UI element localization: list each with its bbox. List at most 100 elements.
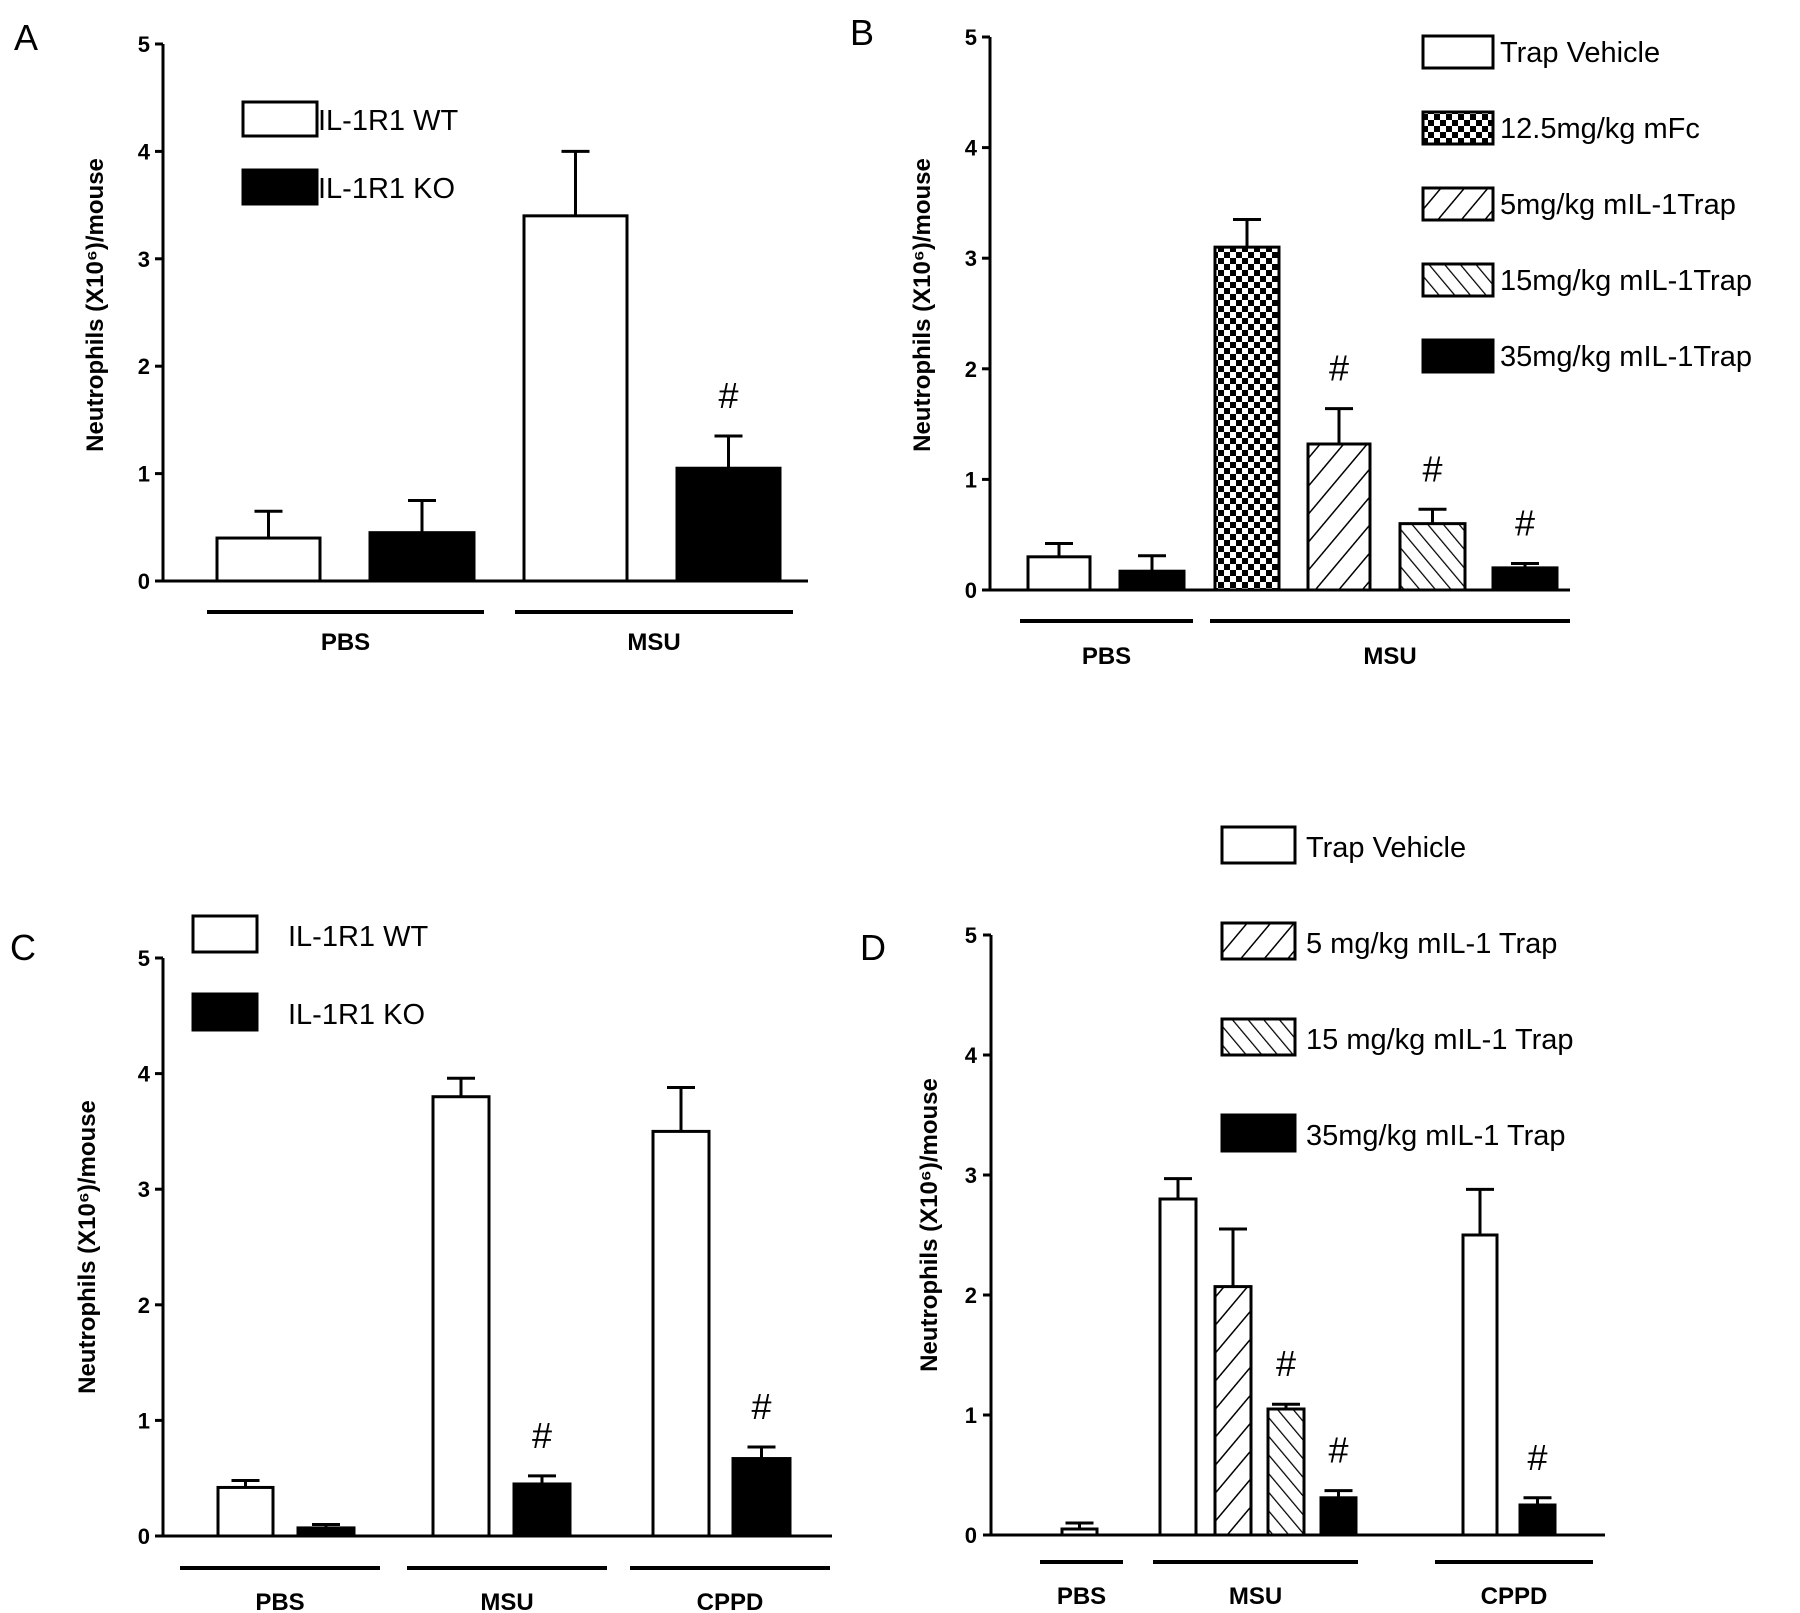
group-label: PBS	[1082, 643, 1131, 670]
bar	[215, 536, 322, 583]
bar	[1026, 555, 1092, 592]
chart-panel-d: 0 1 2 3 4 5 Neutrophils (X10⁶)/mouse # # # PBS MSU C…	[916, 825, 1605, 1610]
significance-marker: #	[1329, 348, 1349, 389]
bar	[216, 1485, 275, 1538]
group-label: CPPD	[1481, 1583, 1548, 1610]
group-label: MSU	[480, 1589, 533, 1613]
bar	[522, 214, 629, 583]
bar	[1060, 1527, 1099, 1537]
bar	[1158, 1197, 1198, 1537]
bar	[1306, 442, 1372, 592]
legend-swatch	[191, 992, 259, 1032]
y-tick-label: 2	[138, 1293, 150, 1318]
legend-swatch	[1220, 1017, 1297, 1057]
legend-swatch	[241, 100, 319, 138]
y-tick-label: 4	[138, 139, 151, 164]
legend-label: 12.5mg/kg mFc	[1500, 113, 1700, 145]
y-axis-label: Neutrophils (X10⁶)/mouse	[74, 1100, 101, 1394]
y-tick-label: 5	[138, 946, 150, 971]
panel-letter-b: B	[850, 12, 874, 53]
legend-swatch	[1220, 825, 1297, 865]
legend-swatch	[1220, 1113, 1297, 1153]
y-axis-label: Neutrophils (X10⁶)/mouse	[82, 158, 109, 452]
chart-panel-c: 0 1 2 3 4 5 Neutrophils (X10⁶)/mouse # # PBS MSU CP…	[74, 914, 832, 1613]
y-tick-label: 2	[138, 354, 150, 379]
y-tick-label: 2	[965, 1283, 977, 1308]
y-tick-label: 3	[138, 247, 150, 272]
bar	[675, 466, 782, 583]
y-tick-label: 4	[138, 1062, 151, 1087]
y-tick-label: 0	[138, 1524, 150, 1549]
legend-swatch	[1421, 338, 1495, 374]
legend-label: IL-1R1 WT	[288, 921, 428, 953]
group-label: MSU	[1229, 1583, 1282, 1610]
y-tick-label: 3	[965, 246, 977, 271]
legend-label: 5mg/kg mIL-1Trap	[1500, 189, 1736, 221]
y-tick-label: 0	[965, 1523, 977, 1548]
significance-marker: #	[532, 1415, 552, 1456]
y-tick-label: 1	[965, 1403, 977, 1428]
group-label: MSU	[1363, 643, 1416, 670]
legend-swatch	[241, 168, 319, 206]
y-tick-label: 4	[965, 1043, 978, 1068]
group-label: MSU	[627, 629, 680, 656]
legend-label: Trap Vehicle	[1306, 832, 1466, 864]
bar	[651, 1129, 711, 1538]
legend-label: Trap Vehicle	[1500, 37, 1660, 69]
significance-marker: #	[1527, 1437, 1547, 1478]
bar	[431, 1095, 491, 1538]
bar	[296, 1526, 356, 1538]
legend-label: IL-1R1 KO	[318, 173, 455, 205]
legend-label: IL-1R1 WT	[318, 105, 458, 137]
significance-marker: #	[718, 375, 738, 416]
bar	[1319, 1496, 1358, 1537]
significance-marker: #	[1515, 502, 1535, 543]
legend-label: 5 mg/kg mIL-1 Trap	[1306, 928, 1557, 960]
group-label: PBS	[255, 1589, 304, 1613]
y-axis-label: Neutrophils (X10⁶)/mouse	[909, 158, 936, 452]
y-tick-label: 5	[965, 923, 977, 948]
bar	[1213, 245, 1281, 592]
bar	[512, 1482, 572, 1538]
y-axis-label: Neutrophils (X10⁶)/mouse	[916, 1078, 943, 1372]
legend-label: 35mg/kg mIL-1 Trap	[1306, 1120, 1566, 1152]
group-label: PBS	[321, 629, 370, 656]
chart-panel-a: 0 1 2 3 4 5 Neutrophils (X10⁶)/mouse # PBS MSU IL-…	[82, 32, 808, 656]
significance-marker: #	[751, 1386, 771, 1427]
y-tick-label: 5	[138, 32, 150, 57]
legend-swatch	[191, 914, 259, 954]
panel-letter-d: D	[860, 927, 886, 968]
y-tick-label: 4	[965, 136, 978, 161]
y-tick-label: 2	[965, 357, 977, 382]
y-tick-label: 3	[965, 1163, 977, 1188]
group-label: CPPD	[697, 1589, 764, 1613]
significance-marker: #	[1276, 1343, 1296, 1384]
significance-marker: #	[1328, 1430, 1348, 1471]
panel-letter-a: A	[14, 17, 38, 58]
y-tick-label: 0	[138, 569, 150, 594]
y-tick-label: 0	[965, 578, 977, 603]
legend-swatch	[1421, 186, 1495, 222]
bar	[1461, 1233, 1499, 1537]
significance-marker: #	[1422, 448, 1442, 489]
chart-panel-b: 0 1 2 3 4 5 Neutrophils (X10⁶)/mouse # # # PBS MSU T…	[909, 25, 1752, 670]
legend-label: 35mg/kg mIL-1Trap	[1500, 341, 1752, 373]
legend-swatch	[1421, 262, 1495, 298]
bar	[1491, 566, 1559, 592]
legend-swatch	[1421, 110, 1495, 146]
panel-letter-c: C	[10, 927, 36, 968]
bar	[368, 531, 476, 583]
bar	[1518, 1503, 1557, 1537]
y-tick-label: 5	[965, 25, 977, 50]
bar	[1398, 522, 1467, 592]
y-tick-label: 3	[138, 1177, 150, 1202]
bar	[1118, 569, 1186, 592]
legend-swatch	[1220, 921, 1297, 961]
legend-swatch	[1421, 34, 1495, 70]
bar	[731, 1457, 792, 1538]
group-label: PBS	[1057, 1583, 1106, 1610]
legend-label: 15 mg/kg mIL-1 Trap	[1306, 1024, 1574, 1056]
y-tick-label: 1	[138, 1408, 150, 1433]
y-tick-label: 1	[965, 467, 977, 492]
